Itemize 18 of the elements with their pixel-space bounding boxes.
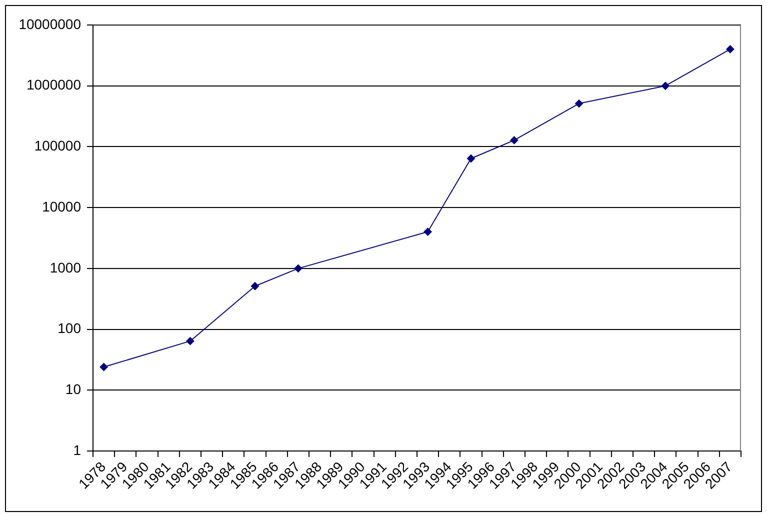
y-tick-label: 100	[58, 320, 82, 336]
point	[424, 228, 432, 236]
point	[294, 264, 302, 272]
point	[726, 45, 734, 54]
point	[661, 82, 670, 90]
y-tick-label: 10000	[42, 198, 82, 214]
point	[251, 282, 259, 290]
y-tick-label: 100000	[34, 138, 82, 154]
point	[575, 100, 583, 108]
y-tick-label: 10	[65, 381, 82, 397]
y-tick-label: 1	[73, 442, 82, 458]
y-tick-label: 10000000	[18, 16, 82, 32]
point	[467, 154, 475, 163]
y-tick-label: 1000000	[26, 76, 82, 93]
point	[100, 363, 108, 372]
point	[186, 337, 194, 346]
point	[510, 136, 518, 144]
y-tick-label: 1000	[50, 259, 82, 276]
